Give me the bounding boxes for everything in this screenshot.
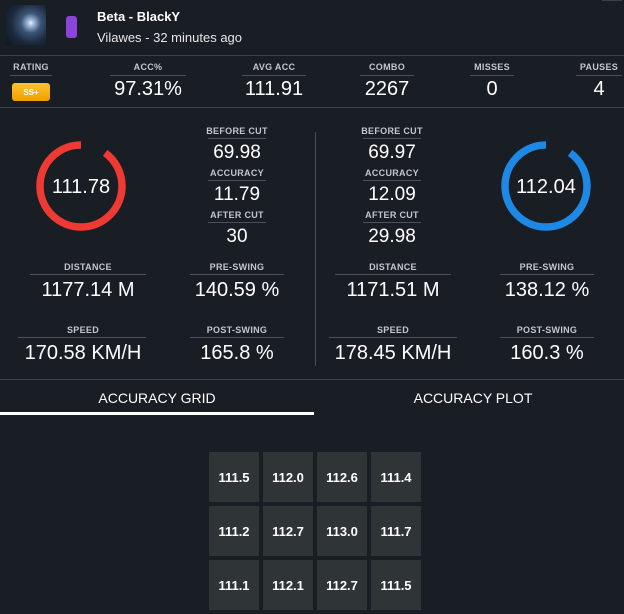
grid-cell: 111.5 — [209, 452, 259, 502]
grid-cell: 111.2 — [209, 506, 259, 556]
grid-cell: 112.7 — [317, 560, 367, 610]
combo-label: COMBO — [369, 62, 405, 72]
right-after-cut-value: 29.98 — [368, 226, 416, 247]
left-speed-label: SPEED — [66, 325, 99, 335]
left-after-cut-label: AFTER CUT — [210, 210, 264, 220]
rating-underline — [10, 75, 52, 76]
tab-accuracy-plot[interactable]: ACCURACY PLOT — [413, 390, 533, 406]
right-before-cut-value: 69.97 — [368, 142, 416, 163]
right-post-swing-value: 160.3 % — [510, 342, 584, 364]
pauses-underline — [576, 75, 622, 76]
acc-value: 97.31% — [114, 78, 182, 100]
tab-accuracy-grid[interactable]: ACCURACY GRID — [98, 390, 216, 406]
left-accuracy-underline — [208, 180, 266, 181]
right-speed-label: SPEED — [376, 325, 409, 335]
acc-underline — [110, 75, 186, 76]
song-cover-image[interactable] — [6, 5, 46, 45]
misses-label: MISSES — [474, 62, 510, 72]
left-accuracy-label: ACCURACY — [210, 168, 264, 178]
left-before-cut-value: 69.98 — [213, 142, 261, 163]
grid-cell: 112.6 — [317, 452, 367, 502]
left-after-cut-underline — [208, 222, 266, 223]
left-post-swing-underline — [190, 337, 284, 338]
right-post-swing-underline — [500, 337, 594, 338]
right-distance-underline — [335, 274, 451, 275]
pauses-label: PAUSES — [579, 62, 619, 72]
right-ring-value: 112.04 — [516, 176, 576, 198]
right-before-cut-label: BEFORE CUT — [361, 126, 423, 136]
window-corner — [602, 0, 622, 3]
left-distance-underline — [30, 274, 146, 275]
left-pre-swing-label: PRE-SWING — [209, 262, 265, 272]
left-accuracy-ring: 111.78 — [36, 141, 126, 231]
avg-acc-underline — [242, 75, 306, 76]
right-pre-swing-value: 138.12 % — [504, 279, 590, 301]
misses-value: 0 — [486, 78, 498, 100]
avg-acc-label: AVG ACC — [252, 62, 296, 72]
grid-cell: 112.1 — [263, 560, 313, 610]
right-after-cut-underline — [363, 222, 421, 223]
left-before-cut-underline — [208, 138, 266, 139]
right-ring-arc — [501, 141, 591, 231]
combo-underline — [360, 75, 414, 76]
right-accuracy-value: 12.09 — [368, 184, 416, 205]
stats-divider — [0, 107, 624, 108]
right-distance-label: DISTANCE — [369, 262, 417, 272]
grid-cell: 112.7 — [263, 506, 313, 556]
left-post-swing-label: POST-SWING — [206, 325, 268, 335]
misses-underline — [470, 75, 514, 76]
right-distance-value: 1171.51 M — [346, 279, 440, 301]
left-ring-value: 111.78 — [52, 176, 110, 198]
acc-label: ACC% — [133, 62, 163, 72]
header-divider — [0, 55, 624, 56]
combo-value: 2267 — [364, 78, 410, 100]
difficulty-indicator — [66, 16, 77, 38]
right-after-cut-label: AFTER CUT — [365, 210, 419, 220]
left-pre-swing-underline — [190, 274, 284, 275]
left-speed-value: 170.58 KM/H — [24, 342, 142, 364]
grid-cell: 111.7 — [371, 506, 421, 556]
rating-label: RATING — [13, 62, 49, 72]
rating-badge: SS+ — [12, 83, 50, 101]
left-before-cut-label: BEFORE CUT — [206, 126, 268, 136]
left-distance-value: 1177.14 M — [41, 279, 135, 301]
left-ring-arc — [36, 141, 126, 231]
right-speed-value: 178.45 KM/H — [334, 342, 452, 364]
grid-cell: 113.0 — [317, 506, 367, 556]
hands-divider — [315, 132, 316, 366]
avg-acc-value: 111.91 — [244, 78, 304, 100]
right-pre-swing-label: PRE-SWING — [519, 262, 575, 272]
grid-cell: 111.5 — [371, 560, 421, 610]
right-before-cut-underline — [363, 138, 421, 139]
right-accuracy-label: ACCURACY — [365, 168, 419, 178]
song-title[interactable]: Beta - BlackY — [97, 9, 181, 24]
left-speed-underline — [18, 337, 146, 338]
left-pre-swing-value: 140.59 % — [194, 279, 280, 301]
left-after-cut-value: 30 — [226, 226, 248, 247]
left-accuracy-value: 11.79 — [213, 184, 261, 205]
right-post-swing-label: POST-SWING — [516, 325, 578, 335]
pauses-value: 4 — [593, 78, 605, 100]
active-tab-indicator — [0, 412, 314, 415]
right-accuracy-ring: 112.04 — [501, 141, 591, 231]
grid-cell: 111.4 — [371, 452, 421, 502]
grid-cell: 111.1 — [209, 560, 259, 610]
left-distance-label: DISTANCE — [64, 262, 112, 272]
grid-cell: 112.0 — [263, 452, 313, 502]
right-speed-underline — [329, 337, 457, 338]
right-pre-swing-underline — [500, 274, 594, 275]
player-and-time[interactable]: Vilawes - 32 minutes ago — [97, 30, 243, 45]
right-accuracy-underline — [363, 180, 421, 181]
left-post-swing-value: 165.8 % — [200, 342, 274, 364]
tabs-top-divider — [0, 379, 624, 380]
